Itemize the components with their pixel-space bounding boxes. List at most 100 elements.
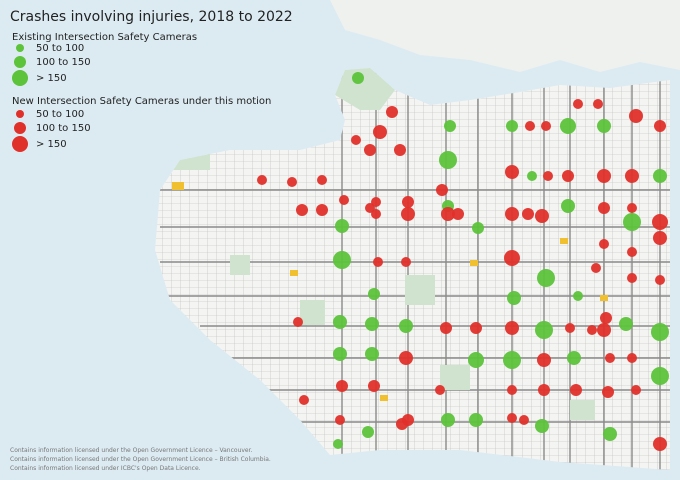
camera-marker	[373, 257, 383, 267]
camera-marker	[605, 353, 615, 363]
legend-swatch	[12, 70, 28, 86]
camera-marker	[651, 323, 669, 341]
camera-marker	[287, 177, 297, 187]
camera-marker	[470, 322, 482, 334]
legend-swatch	[16, 44, 24, 52]
camera-marker	[629, 109, 643, 123]
credit: Contains information licensed under the …	[10, 456, 271, 463]
camera-marker	[507, 385, 517, 395]
camera-marker	[653, 169, 667, 183]
camera-marker	[333, 439, 343, 449]
camera-marker	[351, 135, 361, 145]
camera-marker	[619, 317, 633, 331]
legend-swatch	[12, 136, 28, 152]
camera-marker	[602, 386, 614, 398]
camera-marker	[441, 207, 455, 221]
camera-marker	[441, 413, 455, 427]
camera-marker	[362, 426, 374, 438]
camera-marker	[587, 325, 597, 335]
camera-marker	[599, 239, 609, 249]
camera-marker	[597, 169, 611, 183]
camera-marker	[573, 291, 583, 301]
camera-marker	[522, 208, 534, 220]
camera-marker	[653, 231, 667, 245]
camera-marker	[537, 353, 551, 367]
camera-marker	[336, 380, 348, 392]
camera-marker	[364, 144, 376, 156]
camera-marker	[598, 202, 610, 214]
camera-marker	[561, 199, 575, 213]
camera-marker	[625, 169, 639, 183]
camera-marker	[593, 99, 603, 109]
camera-marker	[333, 315, 347, 329]
camera-markers	[257, 72, 669, 451]
camera-marker	[535, 419, 549, 433]
camera-marker	[565, 323, 575, 333]
credit: Contains information licensed under ICBC…	[10, 465, 201, 472]
camera-marker	[505, 321, 519, 335]
camera-marker	[368, 288, 380, 300]
camera-marker	[435, 385, 445, 395]
camera-marker	[535, 209, 549, 223]
camera-marker	[444, 120, 456, 132]
camera-marker	[401, 207, 415, 221]
camera-marker	[317, 175, 327, 185]
legend-label: > 150	[36, 139, 67, 150]
camera-marker	[452, 208, 464, 220]
camera-marker	[399, 351, 413, 365]
camera-marker	[651, 367, 669, 385]
camera-marker	[654, 120, 666, 132]
camera-marker	[562, 170, 574, 182]
camera-marker	[373, 125, 387, 139]
camera-marker	[560, 118, 576, 134]
camera-marker	[339, 195, 349, 205]
camera-marker	[439, 151, 457, 169]
camera-marker	[573, 99, 583, 109]
camera-marker	[386, 106, 398, 118]
camera-marker	[333, 347, 347, 361]
camera-marker	[597, 323, 611, 337]
legend-title: Existing Intersection Safety Cameras	[12, 32, 197, 43]
camera-marker	[440, 322, 452, 334]
legend-label: 50 to 100	[36, 109, 84, 120]
camera-marker	[567, 351, 581, 365]
camera-marker	[436, 184, 448, 196]
camera-marker	[472, 222, 484, 234]
camera-marker	[401, 257, 411, 267]
north-shore	[330, 0, 680, 72]
camera-marker	[570, 384, 582, 396]
camera-marker	[469, 413, 483, 427]
camera-marker	[600, 312, 612, 324]
camera-marker	[505, 207, 519, 221]
camera-marker	[597, 119, 611, 133]
legend-label: 50 to 100	[36, 43, 84, 54]
camera-marker	[507, 291, 521, 305]
camera-marker	[537, 269, 555, 287]
legend-label: > 150	[36, 73, 67, 84]
legend-swatch	[14, 56, 26, 68]
camera-marker	[543, 171, 553, 181]
camera-marker	[627, 353, 637, 363]
camera-marker	[335, 415, 345, 425]
camera-marker	[527, 171, 537, 181]
map-title: Crashes involving injuries, 2018 to 2022	[10, 9, 293, 25]
camera-marker	[652, 214, 668, 230]
camera-marker	[631, 385, 641, 395]
camera-marker	[468, 352, 484, 368]
camera-marker	[653, 437, 667, 451]
camera-marker	[538, 384, 550, 396]
camera-marker	[504, 250, 520, 266]
camera-marker	[541, 121, 551, 131]
stanley-park	[335, 68, 395, 110]
camera-marker	[365, 347, 379, 361]
camera-marker	[627, 247, 637, 257]
legend-title: New Intersection Safety Cameras under th…	[12, 96, 271, 107]
credit: Contains information licensed under the …	[10, 447, 253, 454]
camera-marker	[603, 427, 617, 441]
legend-swatch	[16, 110, 24, 118]
camera-marker	[519, 415, 529, 425]
camera-marker	[352, 72, 364, 84]
camera-marker	[627, 273, 637, 283]
camera-marker	[293, 317, 303, 327]
camera-marker	[368, 380, 380, 392]
